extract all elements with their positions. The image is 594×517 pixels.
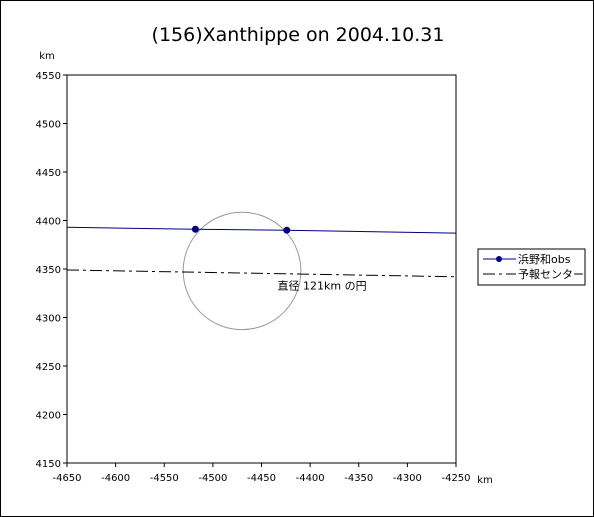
series-line-0 [66,226,457,234]
series-0-point-1 [283,226,291,234]
diameter-circle [182,211,302,331]
x-tick-label-7: -4300 [393,473,422,484]
y-tick-label-4: 4350 [36,265,61,276]
x-tick-label-4: -4450 [247,473,276,484]
legend-box [477,248,586,286]
x-tick-label-5: -4400 [296,473,325,484]
x-tick-label-0: -4650 [52,473,81,484]
legend-marker-0 [496,256,502,262]
y-tick-label-1: 4200 [36,411,61,422]
y-tick-label-7: 4500 [36,120,61,131]
y-tick-label-0: 4150 [36,459,61,470]
y-tick-label-2: 4250 [36,362,61,373]
legend-label-0: 浜野和obs [518,253,571,266]
y-tick-label-8: 4550 [36,71,61,82]
x-tick-label-2: -4550 [150,473,179,484]
x-tick-label-1: -4600 [101,473,130,484]
circle-annotation: 直径 121km の円 [278,279,367,293]
legend-label-1: 予報センター [518,268,584,281]
y-tick-label-5: 4400 [36,217,61,228]
y-tick-label-6: 4450 [36,168,61,179]
plot-area: 4150 4200 4250 4300 4350 4400 4450 4500 4550 -465… [36,71,471,484]
x-tick-label-3: -4500 [198,473,227,484]
series-0-point-0 [191,225,199,233]
legend: 浜野和obs 予報センター [477,248,586,286]
plot-border [66,74,457,464]
series-line-1 [66,269,457,278]
y-axis-unit: km [39,51,55,62]
y-tick-label-3: 4300 [36,314,61,325]
x-tick-label-6: -4350 [344,473,373,484]
x-axis-unit: km [477,475,493,486]
chart-title: (156)Xanthippe on 2004.10.31 [152,24,445,46]
x-tick-label-8: -4250 [441,473,470,484]
